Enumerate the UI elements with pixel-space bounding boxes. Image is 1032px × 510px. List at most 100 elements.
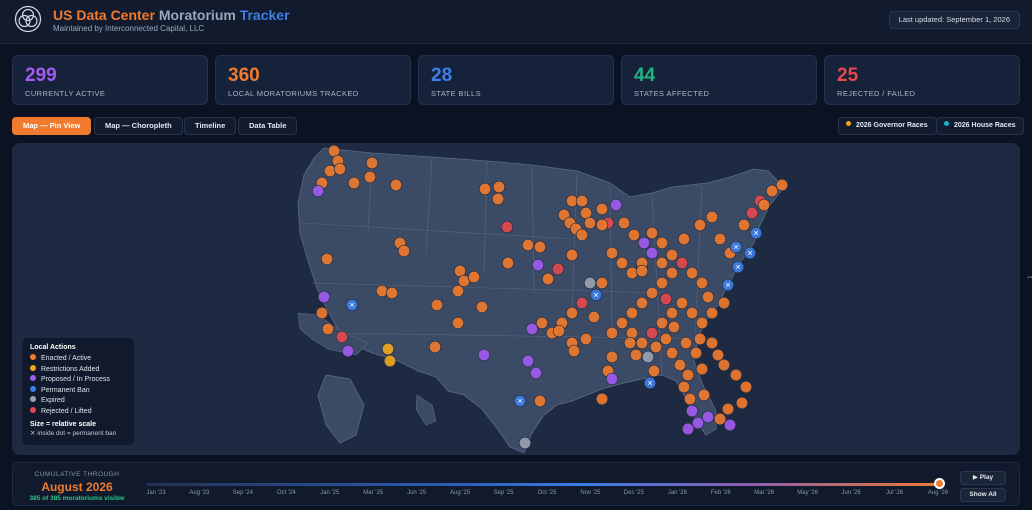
map-pin[interactable] (383, 354, 397, 368)
map-pin[interactable] (595, 276, 609, 290)
map-pin[interactable] (635, 296, 649, 310)
map-pin[interactable] (693, 218, 707, 232)
map-pin[interactable] (645, 326, 659, 340)
map-pin[interactable] (477, 348, 491, 362)
map-pin[interactable] (625, 306, 639, 320)
map-pin[interactable] (615, 316, 629, 330)
map-pin[interactable] (635, 264, 649, 278)
map-pin[interactable] (717, 296, 731, 310)
map-pin[interactable] (643, 376, 657, 390)
map-pin[interactable] (659, 332, 673, 346)
map-pin[interactable] (321, 322, 335, 336)
map-pin[interactable] (627, 228, 641, 242)
map-pin[interactable] (649, 340, 663, 354)
tab-map-pin-view[interactable]: Map — Pin View (12, 117, 92, 135)
map-pin[interactable] (513, 394, 527, 408)
map-panel[interactable]: ✕ ✕ ✕ ✕ ✕ ✕ ✕ ✕ ✕ Local Actions Enacted / Active… (12, 143, 1020, 455)
map-pin[interactable] (347, 176, 361, 190)
map-pin[interactable] (757, 198, 771, 212)
map-pin[interactable] (567, 344, 581, 358)
map-pin[interactable] (739, 380, 753, 394)
map-pin[interactable] (451, 284, 465, 298)
map-pin[interactable] (375, 284, 389, 298)
map-pin[interactable] (345, 298, 359, 312)
map-pin[interactable] (721, 402, 735, 416)
map-pin[interactable] (575, 194, 589, 208)
toggle-house-races[interactable]: 2026 House Races (936, 117, 1025, 135)
map-pin[interactable] (717, 358, 731, 372)
map-pin[interactable] (451, 316, 465, 330)
map-pin[interactable] (615, 256, 629, 270)
map-pin[interactable] (317, 290, 331, 304)
map-pin[interactable] (475, 300, 489, 314)
map-pin[interactable] (518, 436, 532, 450)
map-pin[interactable] (665, 248, 679, 262)
map-pin[interactable] (729, 240, 743, 254)
timeline-slider-handle[interactable] (934, 478, 945, 489)
map-pin[interactable] (713, 412, 727, 426)
map-pin[interactable] (655, 276, 669, 290)
map-pin[interactable] (665, 306, 679, 320)
map-pin[interactable] (685, 306, 699, 320)
map-pin[interactable] (675, 256, 689, 270)
map-pin[interactable] (565, 248, 579, 262)
tab-map-choropleth[interactable]: Map — Choropleth (94, 117, 183, 135)
map-pin[interactable] (713, 232, 727, 246)
map-pin[interactable] (492, 180, 506, 194)
map-pin[interactable] (595, 218, 609, 232)
map-pin[interactable] (745, 206, 759, 220)
map-pin[interactable] (659, 292, 673, 306)
map-pin[interactable] (595, 392, 609, 406)
map-pin[interactable] (655, 256, 669, 270)
map-pin[interactable] (535, 316, 549, 330)
map-pin[interactable] (583, 216, 597, 230)
map-pin[interactable] (521, 354, 535, 368)
map-pin[interactable] (320, 252, 334, 266)
map-pin[interactable] (705, 336, 719, 350)
map-pin[interactable] (729, 368, 743, 382)
map-pin[interactable] (645, 246, 659, 260)
map-pin[interactable] (735, 396, 749, 410)
map-pin[interactable] (705, 306, 719, 320)
tab-data-table[interactable]: Data Table (238, 117, 298, 135)
map-pin[interactable] (635, 336, 649, 350)
map-pin[interactable] (645, 226, 659, 240)
map-pin[interactable] (625, 326, 639, 340)
timeline-slider-track[interactable] (146, 483, 944, 486)
map-pin[interactable] (381, 342, 395, 356)
map-pin[interactable] (541, 272, 555, 286)
map-pin[interactable] (665, 266, 679, 280)
map-pin[interactable] (701, 410, 715, 424)
us-map[interactable]: ✕ ✕ ✕ ✕ ✕ ✕ ✕ ✕ ✕ (12, 143, 1020, 455)
map-pin[interactable] (605, 372, 619, 386)
map-pin[interactable] (683, 392, 697, 406)
map-pin[interactable] (478, 182, 492, 196)
map-pin[interactable] (617, 216, 631, 230)
map-pin[interactable] (623, 336, 637, 350)
map-pin[interactable] (491, 192, 505, 206)
map-pin[interactable] (397, 244, 411, 258)
map-pin[interactable] (315, 306, 329, 320)
map-pin[interactable] (701, 290, 715, 304)
map-pin[interactable] (389, 178, 403, 192)
map-pin[interactable] (677, 232, 691, 246)
map-pin[interactable] (647, 364, 661, 378)
map-pin[interactable] (529, 366, 543, 380)
map-pin[interactable] (775, 178, 789, 192)
map-pin[interactable] (731, 260, 745, 274)
map-pin[interactable] (365, 156, 379, 170)
side-handle-icon[interactable]: ⇔ (1026, 272, 1032, 281)
map-pin[interactable] (363, 170, 377, 184)
map-pin[interactable] (693, 332, 707, 346)
map-pin[interactable] (430, 298, 444, 312)
map-pin[interactable] (737, 218, 751, 232)
map-pin[interactable] (681, 422, 695, 436)
map-pin[interactable] (565, 306, 579, 320)
map-pin[interactable] (533, 240, 547, 254)
map-pin[interactable] (743, 246, 757, 260)
map-pin[interactable] (609, 198, 623, 212)
map-pin[interactable] (311, 184, 325, 198)
map-pin[interactable] (637, 236, 651, 250)
map-pin[interactable] (551, 262, 565, 276)
map-pin[interactable] (583, 276, 597, 290)
